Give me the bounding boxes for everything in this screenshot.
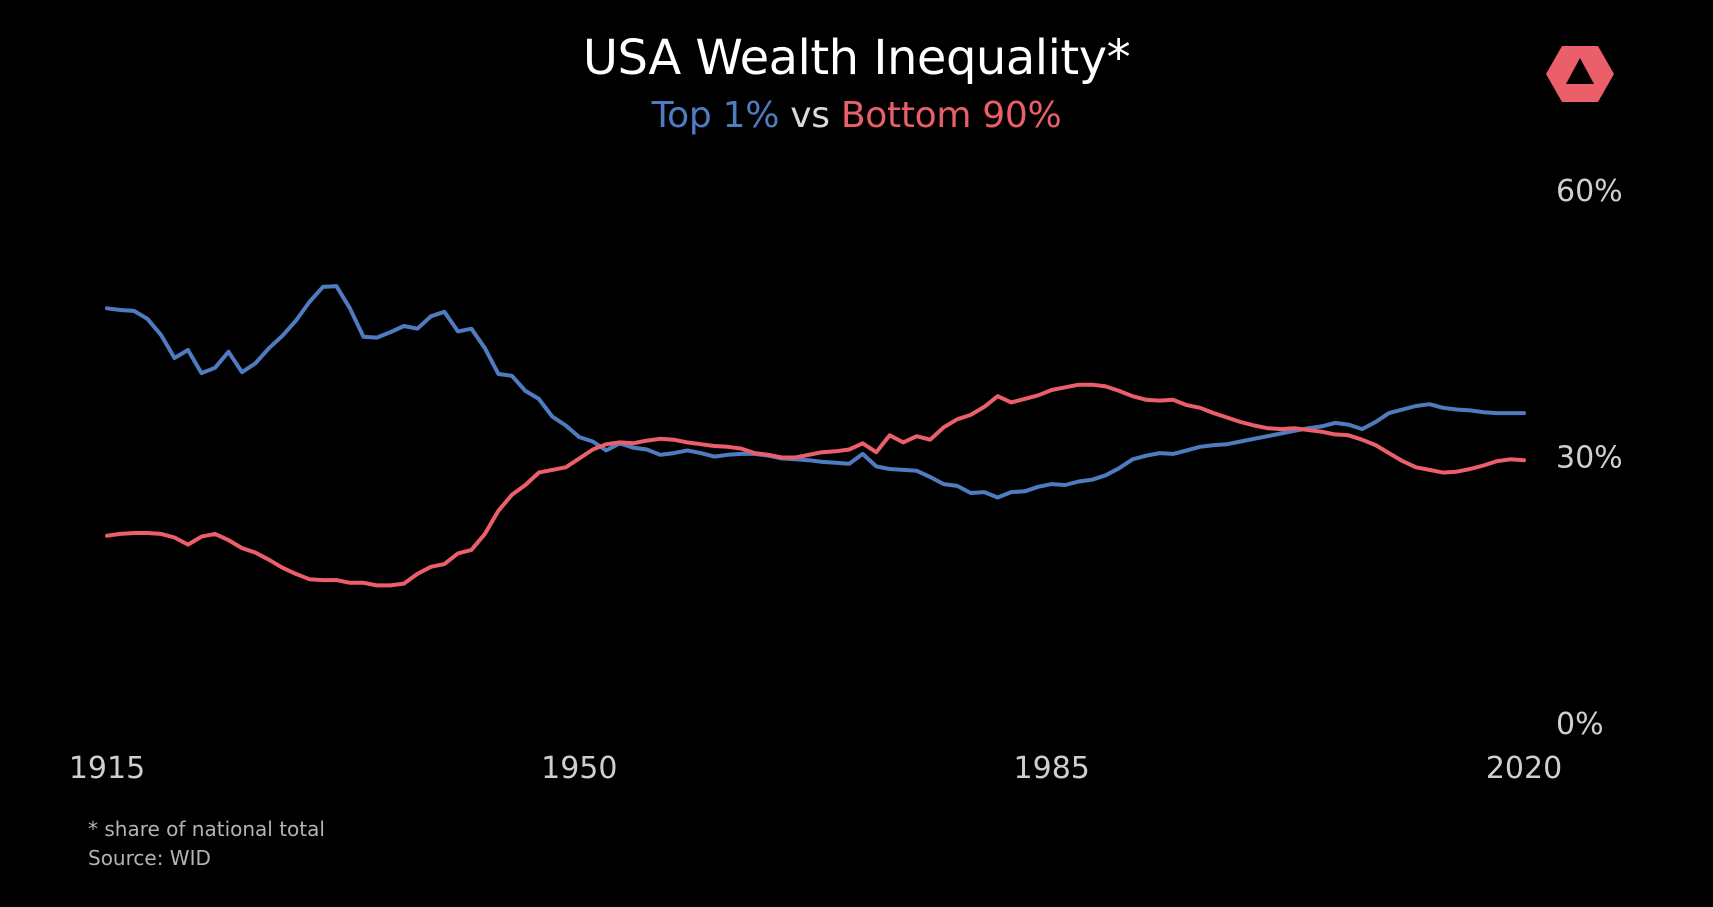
series-line-bottom-90-percent [105,382,1526,588]
footnote-share-note: * share of national total [88,817,325,841]
subtitle-bottom-series-label: Bottom 90% [840,95,1062,136]
y-tick-label-0: 0% [1556,707,1604,742]
x-tick-label-1950: 1950 [541,751,617,786]
chart-title: USA Wealth Inequality* [582,30,1131,86]
x-tick-label-2020: 2020 [1486,751,1562,786]
chart-subtitle: Top 1% vs Bottom 90% [0,95,1713,136]
y-tick-label-30: 30% [1556,441,1623,476]
subtitle-top-series-label: Top 1% [651,95,780,136]
y-tick-label-60: 60% [1556,174,1623,209]
subtitle-vs-label: vs [790,95,830,136]
x-tick-label-1985: 1985 [1014,751,1090,786]
footnote-source: Source: WID [88,846,211,870]
hexagon-triangle-logo-icon [1546,46,1614,102]
series-line-top-1-percent [105,284,1526,500]
x-tick-label-1915: 1915 [69,751,145,786]
